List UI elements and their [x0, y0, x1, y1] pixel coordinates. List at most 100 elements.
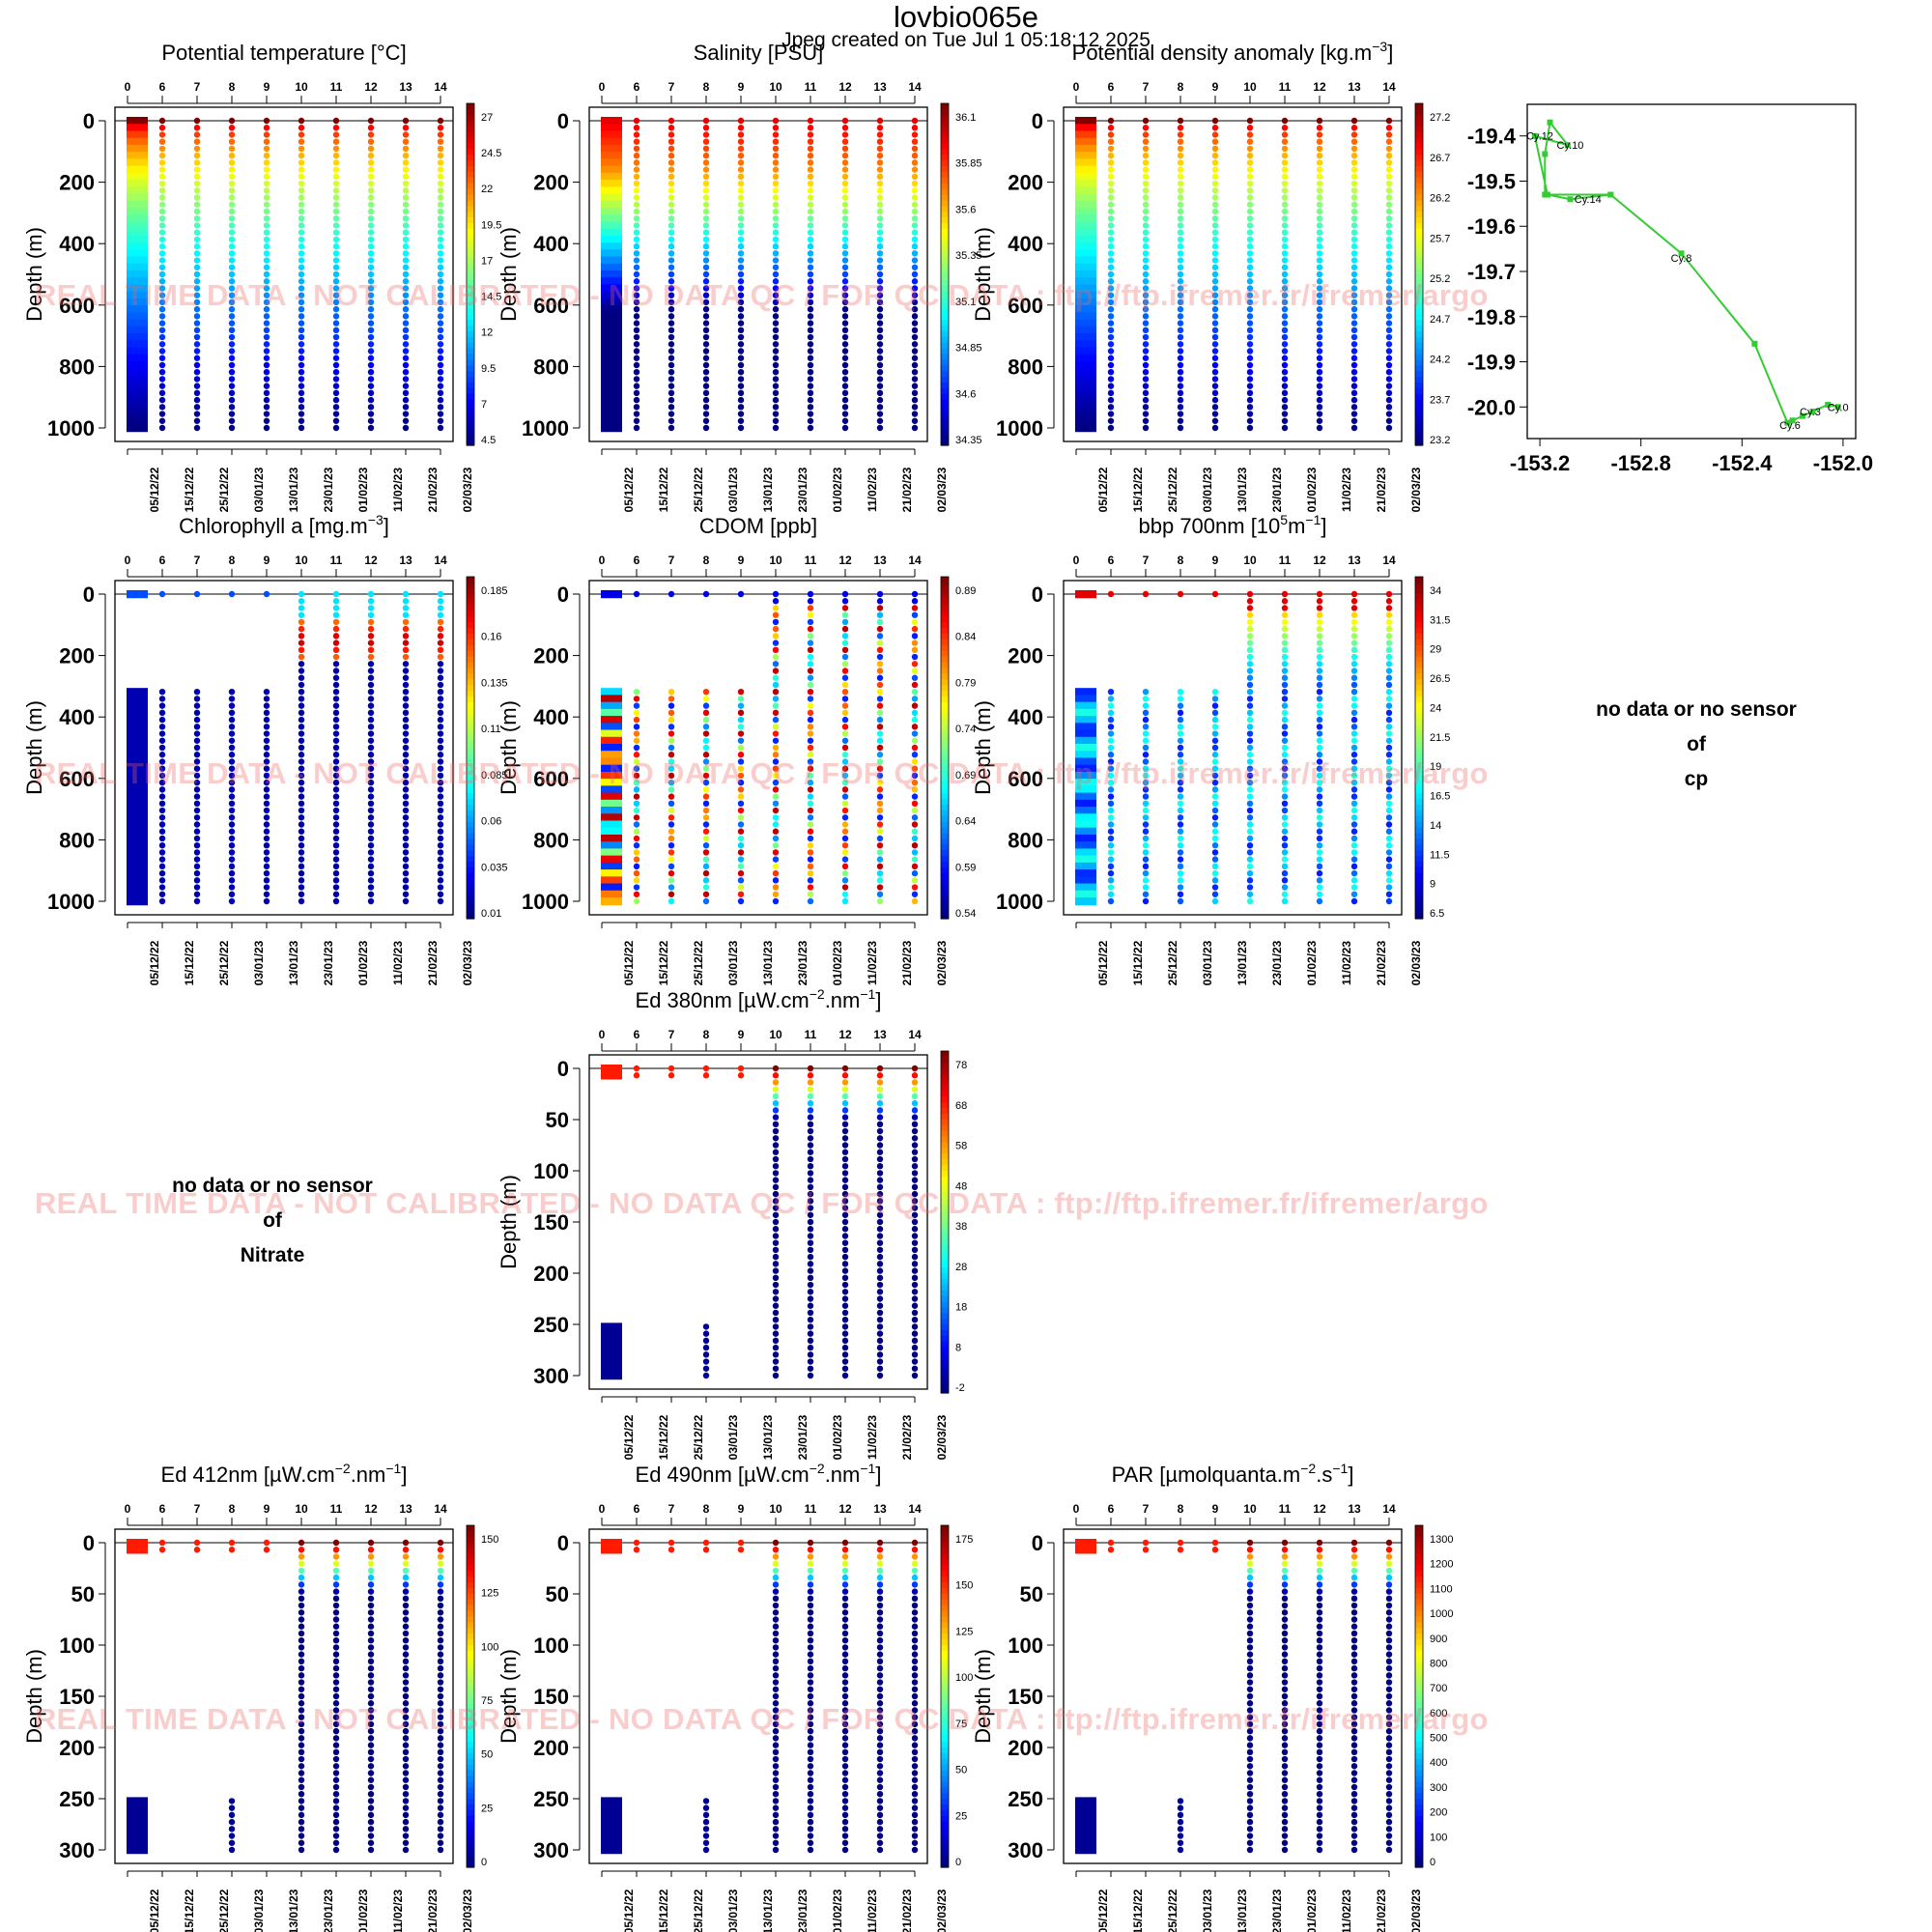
data-point — [841, 1267, 849, 1274]
colorbar-segment — [1415, 748, 1423, 754]
colorbar-segment — [467, 787, 474, 794]
data-band — [601, 193, 622, 202]
data-point — [1350, 1727, 1358, 1735]
data-point — [437, 138, 444, 145]
colorbar-segment — [467, 844, 474, 851]
data-band — [127, 270, 148, 279]
colorbar-segment — [941, 1222, 949, 1229]
data-point — [668, 737, 675, 744]
data-point — [402, 250, 410, 257]
data-point — [702, 187, 710, 194]
data-point — [437, 724, 444, 730]
data-point — [807, 214, 814, 222]
data-point — [1350, 208, 1358, 215]
data-point — [298, 138, 305, 145]
data-point — [367, 1623, 375, 1630]
cycle-label: Cy.14 — [1575, 194, 1602, 206]
data-point — [876, 1365, 884, 1372]
colorbar-label: 9 — [1430, 879, 1435, 891]
data-point — [911, 341, 919, 348]
data-point — [1350, 417, 1358, 424]
colorbar-segment — [941, 1119, 949, 1126]
data-point — [702, 702, 710, 709]
data-point — [437, 674, 444, 681]
data-point — [1211, 891, 1219, 897]
data-point — [228, 376, 236, 383]
data-point — [911, 201, 919, 208]
data-point — [1385, 646, 1393, 654]
data-point — [367, 292, 375, 298]
data-point — [807, 590, 814, 598]
data-point — [402, 807, 410, 814]
data-band — [127, 172, 148, 182]
data-point — [158, 214, 166, 222]
data-point — [332, 639, 340, 646]
data-point — [876, 841, 884, 849]
data-point — [876, 598, 884, 605]
data-point — [1385, 849, 1393, 856]
data-point — [1246, 1623, 1254, 1630]
cycle-label: Cy.12 — [1526, 131, 1553, 143]
data-point — [1281, 598, 1289, 605]
data-point — [633, 264, 640, 270]
colorbar-label: 0.59 — [955, 862, 976, 873]
data-point — [1316, 1714, 1323, 1720]
data-band — [127, 813, 148, 822]
data-point — [263, 270, 270, 278]
data-point — [841, 1351, 849, 1358]
colorbar-segment — [941, 1861, 949, 1868]
data-band — [1075, 834, 1096, 843]
data-point — [298, 1553, 305, 1560]
y-tick-label: 50 — [546, 1582, 569, 1606]
colorbar-label: 4.5 — [481, 435, 496, 446]
data-point — [1350, 737, 1358, 744]
data-point — [1177, 264, 1184, 270]
data-columns — [1075, 590, 1393, 906]
track-point — [1789, 417, 1796, 424]
colorbar-segment — [467, 1639, 474, 1646]
data-point — [437, 341, 444, 348]
data-point — [437, 125, 444, 131]
y-tick-label: 250 — [59, 1787, 95, 1811]
colorbar-segment — [941, 1742, 949, 1748]
data-point — [437, 605, 444, 611]
data-point — [1246, 1692, 1254, 1700]
data-point — [298, 1707, 305, 1714]
data-point — [911, 1372, 919, 1379]
data-point — [298, 1658, 305, 1665]
data-point — [633, 688, 640, 696]
colorbar-segment — [1415, 1656, 1423, 1663]
y-axis-label: Depth (m) — [971, 700, 995, 795]
data-point — [1142, 800, 1150, 808]
colorbar-segment — [941, 634, 949, 640]
data-band — [127, 855, 148, 864]
data-point — [437, 131, 444, 138]
data-point — [402, 125, 410, 131]
data-point — [1211, 411, 1219, 417]
data-point — [158, 424, 166, 432]
data-point — [807, 257, 814, 264]
data-point — [193, 849, 201, 856]
data-point — [402, 744, 410, 752]
data-point — [807, 404, 814, 411]
data-point — [402, 285, 410, 292]
data-point — [841, 1588, 849, 1595]
data-point — [437, 1811, 444, 1819]
data-point — [1385, 611, 1393, 618]
data-point — [193, 884, 201, 891]
colorbar-segment — [1415, 805, 1423, 811]
data-point — [158, 194, 166, 201]
data-point — [437, 222, 444, 229]
colorbar-segment — [941, 1605, 949, 1612]
colorbar-segment — [1415, 1804, 1423, 1811]
data-point — [437, 194, 444, 201]
data-point — [437, 841, 444, 849]
data-point — [1350, 1616, 1358, 1623]
data-point — [1385, 236, 1393, 243]
colorbar-segment — [941, 165, 949, 173]
data-point — [367, 737, 375, 744]
data-point — [1246, 668, 1254, 674]
data-point — [158, 590, 166, 598]
data-point — [437, 348, 444, 355]
data-point — [367, 884, 375, 891]
